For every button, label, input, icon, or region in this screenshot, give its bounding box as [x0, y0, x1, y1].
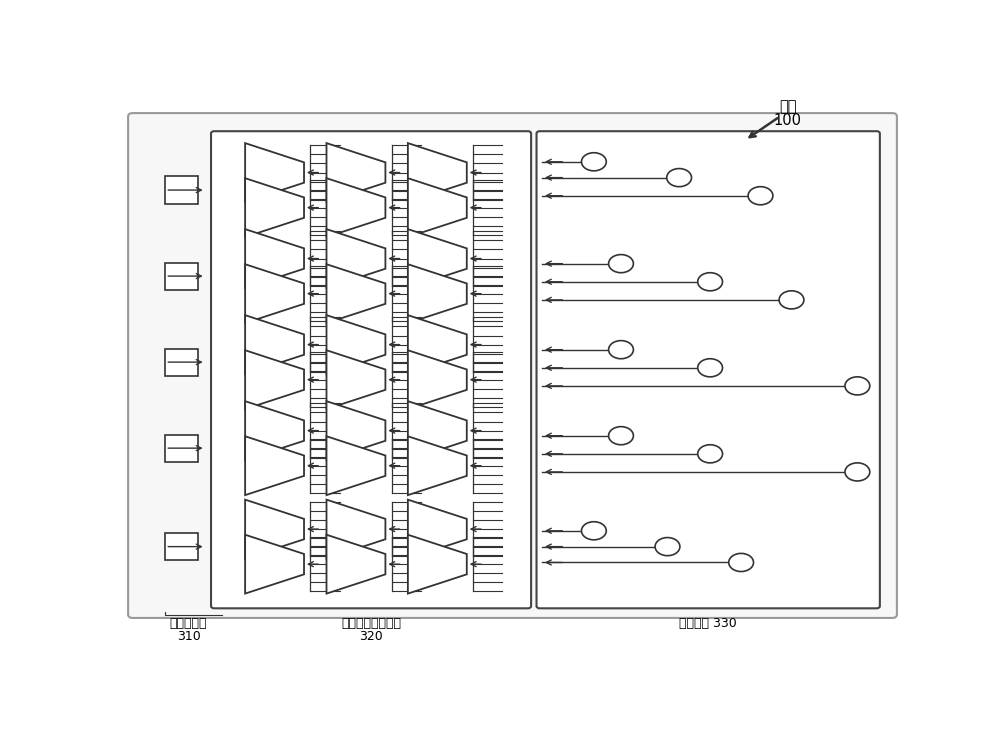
FancyBboxPatch shape	[537, 132, 880, 609]
FancyBboxPatch shape	[128, 113, 897, 618]
Polygon shape	[245, 401, 304, 460]
Text: 性能对象 330: 性能对象 330	[679, 617, 737, 631]
Polygon shape	[326, 437, 385, 495]
Bar	[165, 533, 198, 560]
Bar	[165, 348, 198, 376]
Text: 320: 320	[360, 630, 383, 643]
Polygon shape	[245, 143, 304, 202]
FancyBboxPatch shape	[211, 132, 531, 609]
Circle shape	[698, 445, 723, 463]
Circle shape	[581, 153, 606, 171]
Polygon shape	[408, 229, 467, 288]
Bar	[165, 176, 198, 204]
Circle shape	[845, 377, 870, 395]
Text: 310: 310	[177, 630, 200, 643]
Circle shape	[609, 254, 633, 273]
Polygon shape	[245, 535, 304, 594]
Polygon shape	[326, 229, 385, 288]
Circle shape	[748, 187, 773, 205]
Polygon shape	[408, 264, 467, 323]
Polygon shape	[408, 351, 467, 409]
Polygon shape	[245, 178, 304, 237]
Circle shape	[667, 168, 692, 187]
Polygon shape	[326, 178, 385, 237]
Polygon shape	[245, 437, 304, 495]
Polygon shape	[326, 143, 385, 202]
Polygon shape	[408, 401, 467, 460]
Polygon shape	[408, 315, 467, 374]
Polygon shape	[408, 143, 467, 202]
Polygon shape	[245, 351, 304, 409]
Polygon shape	[245, 500, 304, 559]
Polygon shape	[408, 500, 467, 559]
Polygon shape	[326, 500, 385, 559]
Polygon shape	[408, 535, 467, 594]
Circle shape	[698, 273, 723, 291]
Bar	[165, 262, 198, 290]
Polygon shape	[326, 351, 385, 409]
Circle shape	[609, 426, 633, 445]
Text: 100: 100	[774, 113, 802, 128]
Circle shape	[779, 291, 804, 309]
Bar	[165, 434, 198, 462]
Text: 多层级多工器矩阵: 多层级多工器矩阵	[341, 617, 401, 631]
Circle shape	[698, 359, 723, 377]
Polygon shape	[408, 178, 467, 237]
Polygon shape	[245, 229, 304, 288]
Polygon shape	[245, 315, 304, 374]
Circle shape	[845, 463, 870, 481]
Polygon shape	[326, 315, 385, 374]
Circle shape	[729, 553, 754, 572]
Circle shape	[655, 537, 680, 556]
Text: 设备: 设备	[779, 99, 796, 115]
Polygon shape	[326, 264, 385, 323]
Polygon shape	[326, 535, 385, 594]
Polygon shape	[245, 264, 304, 323]
Polygon shape	[408, 437, 467, 495]
Circle shape	[581, 522, 606, 539]
Polygon shape	[326, 401, 385, 460]
Text: 性能计数器: 性能计数器	[170, 617, 207, 631]
Circle shape	[609, 340, 633, 359]
